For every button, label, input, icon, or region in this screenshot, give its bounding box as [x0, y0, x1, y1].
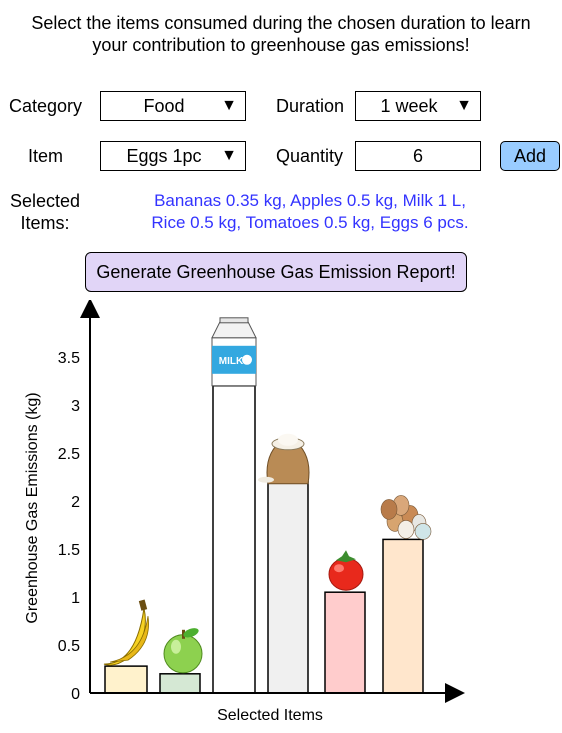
banana-icon [104, 600, 149, 666]
intro-text: Select the items consumed during the cho… [0, 12, 562, 56]
selected-items-list: Bananas 0.35 kg, Apples 0.5 kg, Milk 1 L… [110, 190, 510, 234]
selected-items-line-1: Bananas 0.35 kg, Apples 0.5 kg, Milk 1 L… [110, 190, 510, 212]
selected-items-line-2: Rice 0.5 kg, Tomatoes 0.5 kg, Eggs 6 pcs… [110, 212, 510, 234]
y-tick-label: 3.5 [58, 350, 80, 367]
milk-carton-icon: MILK [212, 318, 256, 386]
bar-rice [268, 482, 308, 693]
y-tick-label: 1.5 [58, 542, 80, 559]
x-axis-label: Selected Items [217, 707, 323, 724]
rice-sack-icon [258, 434, 309, 484]
selected-label-line-1: Selected [0, 190, 90, 212]
intro-line-1: Select the items consumed during the cho… [0, 12, 562, 34]
item-value: Eggs 1pc [101, 146, 217, 167]
category-select[interactable]: Food ▼ [100, 91, 246, 121]
chevron-down-icon: ▼ [217, 147, 241, 165]
category-label: Category [9, 95, 82, 117]
intro-line-2: your contribution to greenhouse gas emis… [0, 34, 562, 56]
milk-carton-label: MILK [219, 356, 244, 367]
duration-value: 1 week [356, 96, 452, 117]
duration-label: Duration [276, 95, 344, 117]
bar-bananas [105, 666, 147, 693]
y-tick-label: 1 [71, 590, 80, 607]
y-tick-label: 0.5 [58, 638, 80, 655]
bar-tomatoes [325, 592, 365, 693]
quantity-value: 6 [356, 146, 480, 167]
quantity-input[interactable]: 6 [355, 141, 481, 171]
add-button[interactable]: Add [500, 141, 560, 171]
generate-report-button[interactable]: Generate Greenhouse Gas Emission Report! [85, 252, 467, 292]
y-tick-label: 0 [71, 686, 80, 703]
y-tick-label: 2 [71, 494, 80, 511]
tomato-icon [329, 550, 363, 590]
item-select[interactable]: Eggs 1pc ▼ [100, 141, 246, 171]
selected-items-label: Selected Items: [0, 190, 90, 234]
duration-select[interactable]: 1 week ▼ [355, 91, 481, 121]
bar-apples [160, 674, 200, 693]
chevron-down-icon: ▼ [452, 97, 476, 115]
category-value: Food [101, 96, 217, 117]
selected-label-line-2: Items: [0, 212, 90, 234]
chevron-down-icon: ▼ [217, 97, 241, 115]
bar-milk [213, 386, 255, 693]
item-label: Item [28, 145, 63, 167]
y-axis-label: Greenhouse Gas Emissions (kg) [24, 392, 41, 623]
eggs-icon [381, 495, 431, 539]
apple-icon [164, 626, 202, 672]
y-tick-label: 2.5 [58, 446, 80, 463]
quantity-label: Quantity [276, 145, 343, 167]
bar-eggs [383, 539, 423, 693]
y-tick-label: 3 [71, 398, 80, 415]
emissions-chart: 0 0.5 1 1.5 2 2.5 3 3.5 Selected Items Greenhou… [0, 300, 562, 733]
